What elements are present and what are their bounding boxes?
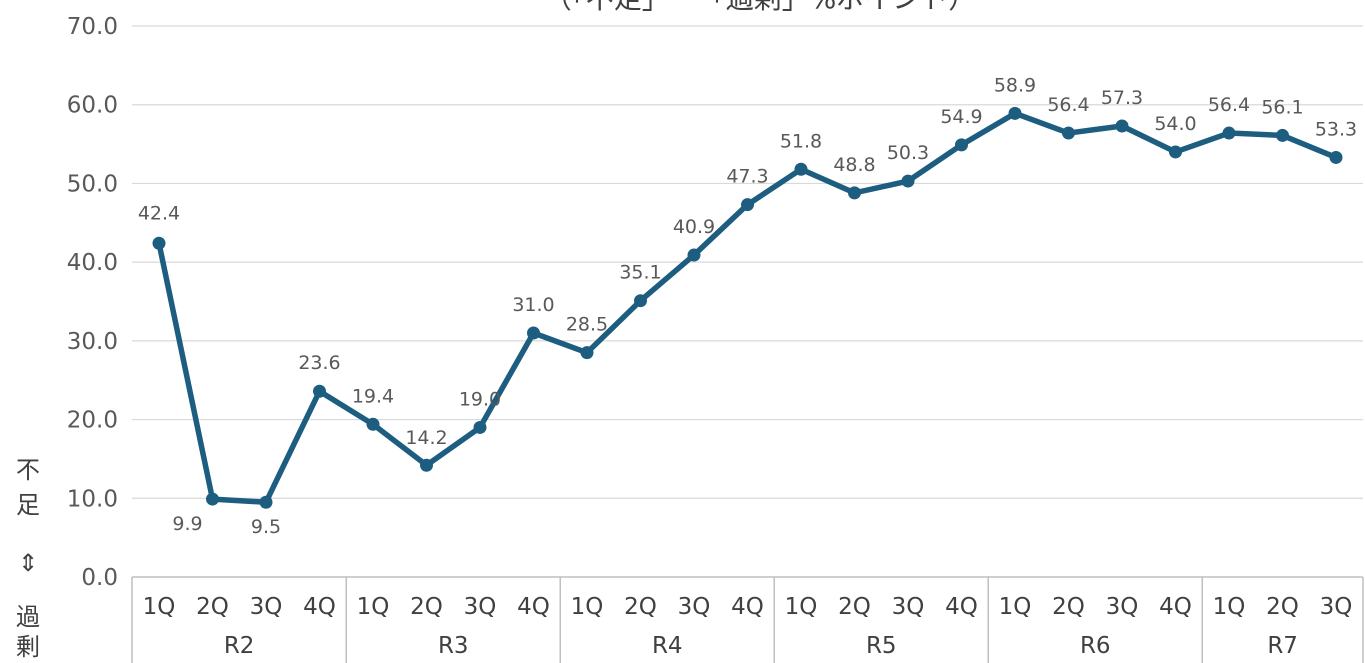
x-tick-label: 2Q bbox=[1266, 594, 1299, 620]
data-point bbox=[1062, 127, 1075, 140]
x-tick-label: 3Q bbox=[250, 594, 283, 620]
x-tick-label: 2Q bbox=[196, 594, 229, 620]
x-tick-label: 3Q bbox=[678, 594, 711, 620]
x-tick-label: 1Q bbox=[357, 594, 390, 620]
x-tick-label: 4Q bbox=[303, 594, 336, 620]
data-label: 56.4 bbox=[1047, 94, 1089, 116]
data-label: 56.1 bbox=[1261, 96, 1303, 118]
data-point bbox=[1223, 127, 1236, 140]
x-tick-label: 1Q bbox=[143, 594, 176, 620]
data-label: 40.9 bbox=[673, 216, 715, 238]
data-point bbox=[741, 198, 754, 211]
y-tick-label: 60.0 bbox=[67, 93, 118, 119]
data-label: 54.9 bbox=[940, 106, 982, 128]
x-tick-label: 2Q bbox=[1052, 594, 1085, 620]
x-tick-label: 1Q bbox=[999, 594, 1032, 620]
data-point bbox=[313, 385, 326, 398]
x-tick-label: 3Q bbox=[1320, 594, 1353, 620]
data-point bbox=[902, 175, 915, 188]
x-tick-label: 3Q bbox=[464, 594, 497, 620]
data-label: 19.0 bbox=[459, 388, 501, 410]
data-label: 57.3 bbox=[1101, 87, 1143, 109]
data-label: 9.9 bbox=[172, 513, 202, 535]
x-tick-label: 3Q bbox=[892, 594, 925, 620]
x-group-label: R5 bbox=[866, 633, 897, 659]
data-point bbox=[581, 346, 594, 359]
y-tick-label: 50.0 bbox=[67, 171, 118, 197]
data-point bbox=[153, 237, 166, 250]
data-point bbox=[260, 496, 273, 509]
data-label: 56.4 bbox=[1208, 94, 1250, 116]
y-axis-label-char: ⇕ bbox=[18, 549, 38, 577]
data-point bbox=[1330, 151, 1343, 164]
y-tick-label: 30.0 bbox=[67, 329, 118, 355]
data-label: 14.2 bbox=[405, 427, 447, 449]
data-label: 54.0 bbox=[1154, 113, 1196, 135]
data-label: 31.0 bbox=[512, 294, 554, 316]
data-labels: 42.4 9.9 9.5 23.6 19.4 14.2 19.0 31.0 28.5 35.1 40… bbox=[138, 74, 1357, 538]
data-label: 42.4 bbox=[138, 202, 180, 224]
data-point bbox=[688, 249, 701, 262]
data-point bbox=[206, 493, 219, 506]
data-label: 9.5 bbox=[251, 516, 281, 538]
y-tick-label: 20.0 bbox=[67, 408, 118, 434]
data-point bbox=[420, 459, 433, 472]
x-axis: 1Q 2Q 3Q 4Q R2 1Q 2Q 3Q 4Q R3 1Q 2Q 3Q 4Q R4 1Q 2Q 3Q 4Q R5… bbox=[132, 577, 1363, 663]
x-tick-label: 3Q bbox=[1106, 594, 1139, 620]
data-point bbox=[955, 138, 968, 151]
x-tick-label: 4Q bbox=[1159, 594, 1192, 620]
x-group-label: R7 bbox=[1267, 633, 1298, 659]
y-axis-label-char: 剰 bbox=[16, 633, 40, 661]
data-point bbox=[1169, 145, 1182, 158]
x-tick-label: 4Q bbox=[731, 594, 764, 620]
data-label: 50.3 bbox=[887, 142, 929, 164]
data-point bbox=[367, 418, 380, 431]
x-tick-label: 4Q bbox=[517, 594, 550, 620]
data-label: 23.6 bbox=[298, 352, 340, 374]
data-label: 28.5 bbox=[566, 314, 608, 336]
data-label: 51.8 bbox=[780, 130, 822, 152]
data-label: 19.4 bbox=[352, 385, 394, 407]
x-group-label: R2 bbox=[224, 633, 255, 659]
y-axis-label-char: 足 bbox=[16, 491, 40, 519]
data-point bbox=[1009, 107, 1022, 120]
data-point bbox=[1276, 129, 1289, 142]
y-axis-label-char: 不 bbox=[16, 456, 40, 484]
x-group-label: R3 bbox=[438, 633, 469, 659]
data-point bbox=[474, 421, 487, 434]
data-point bbox=[795, 163, 808, 176]
data-point bbox=[848, 186, 861, 199]
x-tick-label: 2Q bbox=[410, 594, 443, 620]
x-tick-label: 2Q bbox=[624, 594, 657, 620]
chart-title: （「不足」－「過剰」%ポイント） bbox=[544, 0, 977, 15]
y-tick-labels: 0.0 10.0 20.0 30.0 40.0 50.0 60.0 70.0 bbox=[67, 14, 118, 591]
y-axis-label-char: 過 bbox=[16, 603, 40, 631]
data-label: 58.9 bbox=[994, 74, 1036, 96]
data-point bbox=[634, 294, 647, 307]
y-tick-label: 0.0 bbox=[81, 565, 118, 591]
data-label: 35.1 bbox=[619, 262, 661, 284]
x-tick-label: 2Q bbox=[838, 594, 871, 620]
x-tick-label: 1Q bbox=[1213, 594, 1246, 620]
x-group-label: R4 bbox=[652, 633, 683, 659]
y-tick-label: 70.0 bbox=[67, 14, 118, 40]
y-tick-label: 10.0 bbox=[67, 486, 118, 512]
y-axis-label: 不足 ⇕ 過剰 bbox=[16, 456, 40, 661]
x-group-label: R6 bbox=[1080, 633, 1111, 659]
data-label: 53.3 bbox=[1315, 118, 1357, 140]
data-label: 47.3 bbox=[726, 166, 768, 188]
x-tick-label: 1Q bbox=[785, 594, 818, 620]
y-tick-label: 40.0 bbox=[67, 250, 118, 276]
data-point bbox=[527, 326, 540, 339]
x-tick-label: 4Q bbox=[945, 594, 978, 620]
x-tick-label: 1Q bbox=[571, 594, 604, 620]
gridlines bbox=[132, 26, 1363, 577]
data-label: 48.8 bbox=[833, 154, 875, 176]
data-point bbox=[1116, 119, 1129, 132]
